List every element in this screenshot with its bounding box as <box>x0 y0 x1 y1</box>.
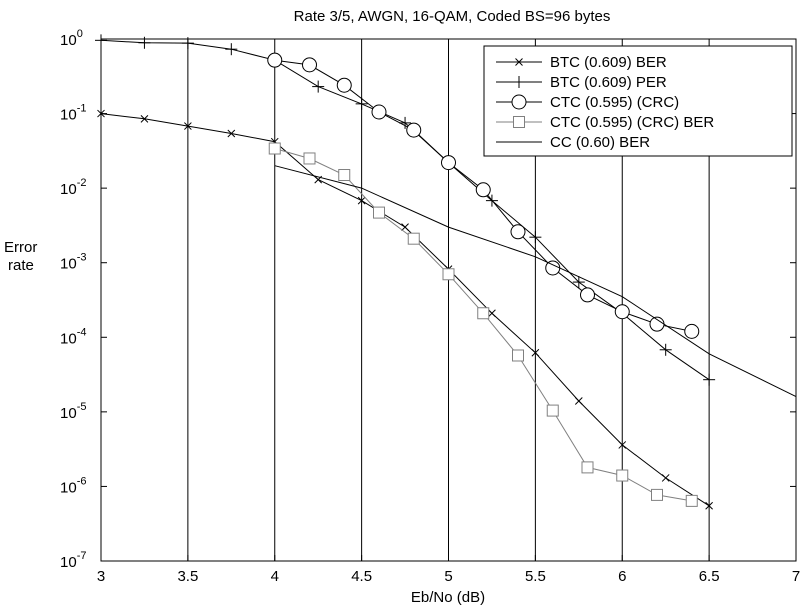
x-axis-label: Eb/No (dB) <box>411 589 485 606</box>
data-point <box>574 397 583 405</box>
data-point <box>401 223 409 231</box>
data-point <box>684 323 700 339</box>
data-series <box>95 34 797 510</box>
legend-marker <box>515 58 523 66</box>
data-point <box>510 224 526 240</box>
x-tick-label: 7 <box>792 568 800 585</box>
data-point <box>705 501 713 510</box>
data-point <box>357 196 366 205</box>
series-4 <box>274 165 797 398</box>
legend-label: CTC (0.595) (CRC) <box>550 94 679 111</box>
series-line <box>274 165 797 398</box>
data-point <box>355 97 368 110</box>
x-tick-label: 5.5 <box>525 568 546 585</box>
x-tick-label: 4 <box>271 568 279 585</box>
data-point <box>268 142 281 155</box>
data-point <box>227 129 236 138</box>
data-point <box>303 152 316 165</box>
data-point <box>618 441 627 449</box>
data-point <box>441 155 456 171</box>
data-point <box>338 169 351 182</box>
legend-entry: CTC (0.595) (CRC) <box>496 94 679 111</box>
series-3 <box>268 142 698 507</box>
y-axis-label-line1: Error <box>4 239 37 256</box>
data-point <box>685 494 698 507</box>
axis-ticks: 3 3.5 4 4.5 5 5.5 6 6.5 7 100 10-1 10-2 10-3 10-4 10-5… <box>60 28 800 585</box>
data-point <box>302 57 317 73</box>
series-2 <box>267 52 700 339</box>
data-point <box>529 231 542 244</box>
x-tick-label: 6 <box>618 568 626 585</box>
data-point <box>512 349 524 362</box>
legend-entry: BTC (0.609) PER <box>496 74 667 91</box>
data-point <box>651 488 663 501</box>
y-tick-label: 10-4 <box>60 326 86 347</box>
data-point <box>184 122 192 130</box>
y-tick-label: 10-6 <box>60 475 86 496</box>
data-point <box>580 287 595 303</box>
x-tick-label: 6.5 <box>699 568 720 585</box>
legend-marker <box>513 76 525 88</box>
y-tick-label: 10-7 <box>60 550 86 571</box>
legend-label: CC (0.60) BER <box>550 134 650 151</box>
legend-marker <box>513 116 525 128</box>
data-point <box>477 307 490 320</box>
data-point <box>546 404 559 417</box>
y-tick-label: 100 <box>60 28 83 49</box>
legend: BTC (0.609) BER BTC (0.609) PER CTC (0.595… <box>483 45 793 157</box>
legend-box <box>483 45 793 157</box>
data-point <box>225 43 238 56</box>
data-point <box>442 268 455 281</box>
data-point <box>572 276 585 289</box>
legend-entry: BTC (0.609) BER <box>496 54 667 71</box>
x-tick-label: 5 <box>444 568 452 585</box>
legend-entry: CC (0.60) BER <box>496 134 650 151</box>
legend-entry: CTC (0.595) (CRC) BER <box>496 114 714 131</box>
data-point <box>659 343 672 356</box>
data-point <box>614 304 630 320</box>
legend-label: BTC (0.609) PER <box>550 74 667 91</box>
data-point <box>267 52 283 68</box>
data-point <box>531 348 540 357</box>
y-tick-label: 10-2 <box>60 177 86 198</box>
chart-title: Rate 3/5, AWGN, 16-QAM, Coded BS=96 byte… <box>294 8 611 25</box>
data-point <box>336 77 352 93</box>
y-tick-label: 10-5 <box>60 401 86 422</box>
data-point <box>373 206 385 219</box>
legend-label: BTC (0.609) BER <box>550 54 667 71</box>
data-point <box>661 474 670 482</box>
x-tick-label: 3 <box>97 568 105 585</box>
data-point <box>140 114 149 123</box>
legend-label: CTC (0.595) (CRC) BER <box>550 114 714 131</box>
data-point <box>581 461 594 474</box>
data-point <box>545 260 561 276</box>
y-axis-label-line2: rate <box>8 257 34 274</box>
x-tick-label: 3.5 <box>177 568 198 585</box>
data-point <box>399 116 412 129</box>
legend-marker <box>511 94 527 110</box>
y-tick-label: 10-3 <box>60 252 86 273</box>
data-point <box>703 373 716 386</box>
y-tick-label: 10-1 <box>60 103 86 124</box>
data-point <box>407 232 420 245</box>
x-tick-label: 4.5 <box>351 568 372 585</box>
data-point <box>616 469 629 482</box>
data-point <box>312 80 325 93</box>
data-point <box>406 122 422 138</box>
data-point <box>371 104 387 120</box>
data-point <box>475 182 491 198</box>
data-point <box>488 309 496 318</box>
